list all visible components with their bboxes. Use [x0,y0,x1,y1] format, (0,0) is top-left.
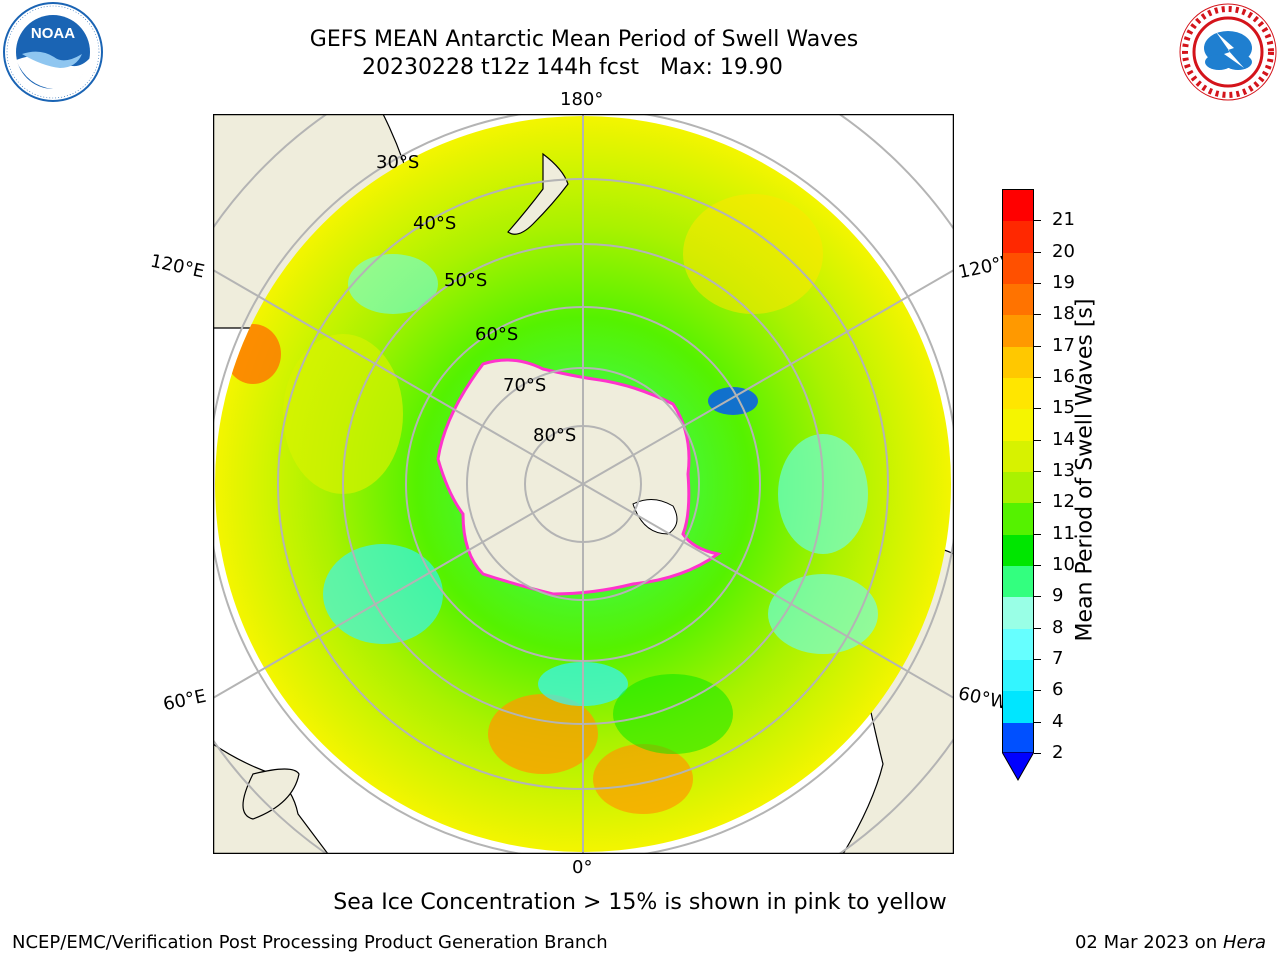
colorbar-segment [1003,346,1033,378]
colorbar-tick-mark [1034,596,1041,598]
colorbar-tick-label: 16 [1052,366,1075,387]
colorbar-tick-label: 4 [1052,710,1064,732]
colorbar-tick-label: 18 [1052,303,1075,325]
colorbar-tick-label: 20 [1052,240,1075,262]
colorbar-tick-label: 10 [1052,554,1075,575]
footer-credit: NCEP/EMC/Verification Post Processing Pr… [12,932,608,953]
colorbar-tick-mark [1034,251,1041,253]
colorbar-segment [1003,534,1033,566]
colorbar-tick-label: 11 [1052,522,1075,544]
lat-label-30s: 30°S [376,152,420,173]
colorbar-segment [1003,566,1033,598]
footer-date: 02 Mar 2023 on Hera [1075,932,1266,953]
colorbar-tick-label: 6 [1052,679,1064,701]
colorbar-segment [1003,597,1033,629]
landmass-new-zealand [507,152,569,235]
colorbar-segment [1003,722,1033,752]
colorbar-tick-label: 14 [1052,428,1075,450]
colorbar [1002,189,1034,782]
colorbar-segment [1003,691,1033,723]
colorbar-ticks: 2 4 6 7 8 9 10 11 12 13 14 15 16 17 18 19 20 21 [1034,189,1094,763]
polar-map [213,114,954,854]
colorbar-tick-mark [1034,753,1041,754]
colorbar-tick-label: 17 [1052,334,1075,356]
colorbar-segment [1003,315,1033,347]
colorbar-tick-mark [1034,408,1041,410]
colorbar-tick-label: 13 [1052,460,1075,481]
colorbar-extend-arrow [1002,752,1034,782]
lat-label-60s: 60°S [475,324,519,345]
forecast-time: 20230228 t12z 144h fcst [362,55,639,80]
colorbar-tick-mark [1034,377,1041,378]
noaa-logo: NOAA [2,2,104,102]
colorbar-segment [1003,440,1033,472]
lon-label-0: 0° [572,857,593,878]
colorbar-tick-label: 2 [1052,742,1064,763]
colorbar-segment [1003,378,1033,410]
lon-label-60e: 60°E [161,685,208,716]
colorbar-tick-label: 15 [1052,397,1075,419]
lat-label-70s: 70°S [503,375,547,396]
chart-title: GEFS MEAN Antarctic Mean Period of Swell… [309,27,859,52]
colorbar-tick-mark [1034,690,1041,692]
colorbar-tick-mark [1034,471,1041,472]
colorbar-tick-mark [1034,345,1041,347]
chart-subtitle: 20230228 t12z 144h fcst Max: 19.90 [362,55,783,80]
graticule [213,114,954,854]
antarctica [436,358,722,596]
colorbar-tick-mark [1034,565,1041,566]
colorbar-segment [1003,660,1033,692]
colorbar-segment [1003,472,1033,504]
colorbar-tick-mark [1034,627,1041,629]
sea-ice-note: Sea Ice Concentration > 15% is shown in … [333,890,947,915]
colorbar-tick-mark [1034,659,1041,660]
colorbar-tick-label: 12 [1052,491,1075,513]
nws-logo [1178,2,1278,102]
colorbar-segment [1003,628,1033,660]
colorbar-segment [1003,284,1033,316]
footer-host: Hera [1222,932,1266,953]
colorbar-segment [1003,221,1033,253]
noaa-logo-text: NOAA [31,25,75,42]
colorbar-tick-label: 21 [1052,209,1075,231]
colorbar-tick-label: 19 [1052,272,1075,293]
lon-label-180: 180° [560,89,604,110]
max-value: Max: 19.90 [659,55,783,80]
landmass-madagascar [242,768,300,820]
lat-label-40s: 40°S [413,213,457,234]
colorbar-tick-mark [1034,314,1041,316]
colorbar-label: Mean Period of Swell Waves [s] [1072,298,1098,642]
colorbar-tick-mark [1034,502,1041,504]
colorbar-segment [1003,252,1033,284]
lon-label-120e: 120°E [148,250,207,283]
colorbar-segment [1003,409,1033,441]
lat-label-50s: 50°S [444,270,488,291]
colorbar-tick-label: 9 [1052,585,1064,607]
colorbar-tick-mark [1034,721,1041,723]
colorbar-tick-label: 8 [1052,616,1064,638]
colorbar-segment [1003,503,1033,535]
lat-label-80s: 80°S [533,425,577,446]
colorbar-tick-label: 7 [1052,648,1064,669]
colorbar-tick-mark [1034,220,1041,222]
antarctic-peninsula [632,499,678,535]
colorbar-tick-mark [1034,533,1041,535]
colorbar-tick-mark [1034,283,1041,284]
colorbar-segment [1003,190,1033,222]
footer-date-text: 02 Mar 2023 on [1074,932,1223,953]
colorbar-tick-mark [1034,439,1041,441]
